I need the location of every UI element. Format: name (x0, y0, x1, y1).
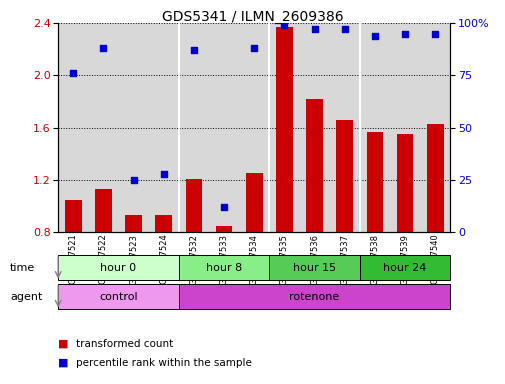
Bar (306, 99, 322, 232)
Text: hour 24: hour 24 (383, 263, 426, 273)
Text: ■: ■ (58, 358, 69, 368)
Bar (336, 120, 352, 232)
Bar (58, 255, 178, 280)
Point (69, 70, 77, 76)
Text: hour 0: hour 0 (100, 263, 136, 273)
Text: time: time (10, 263, 35, 273)
Text: GDS5341 / ILMN_2609386: GDS5341 / ILMN_2609386 (162, 10, 343, 23)
Text: rotenone: rotenone (289, 291, 339, 302)
Bar (426, 124, 443, 232)
Bar (65, 200, 81, 232)
Point (310, 26, 318, 32)
Bar (245, 174, 262, 232)
Point (189, 47, 197, 53)
Bar (178, 255, 269, 280)
Bar (269, 255, 359, 280)
Text: ■: ■ (58, 339, 69, 349)
Point (280, 22, 288, 28)
Text: agent: agent (10, 291, 42, 302)
Text: hour 8: hour 8 (206, 263, 242, 273)
Point (160, 170, 168, 177)
Bar (396, 134, 413, 232)
Point (400, 30, 409, 36)
Bar (155, 215, 172, 232)
Bar (125, 215, 141, 232)
Point (220, 204, 228, 210)
Text: control: control (99, 291, 137, 302)
Bar (359, 255, 449, 280)
Point (430, 30, 438, 36)
Point (250, 45, 258, 51)
Bar (58, 284, 178, 309)
Point (340, 26, 348, 32)
Text: transformed count: transformed count (76, 339, 173, 349)
Bar (95, 189, 112, 232)
Point (99, 45, 107, 51)
Text: hour 15: hour 15 (292, 263, 335, 273)
Bar (276, 27, 292, 232)
Text: percentile rank within the sample: percentile rank within the sample (76, 358, 251, 368)
Bar (215, 226, 232, 232)
Bar (185, 179, 202, 232)
Bar (178, 284, 449, 309)
Bar (366, 132, 382, 232)
Point (129, 177, 137, 183)
Point (370, 33, 378, 39)
